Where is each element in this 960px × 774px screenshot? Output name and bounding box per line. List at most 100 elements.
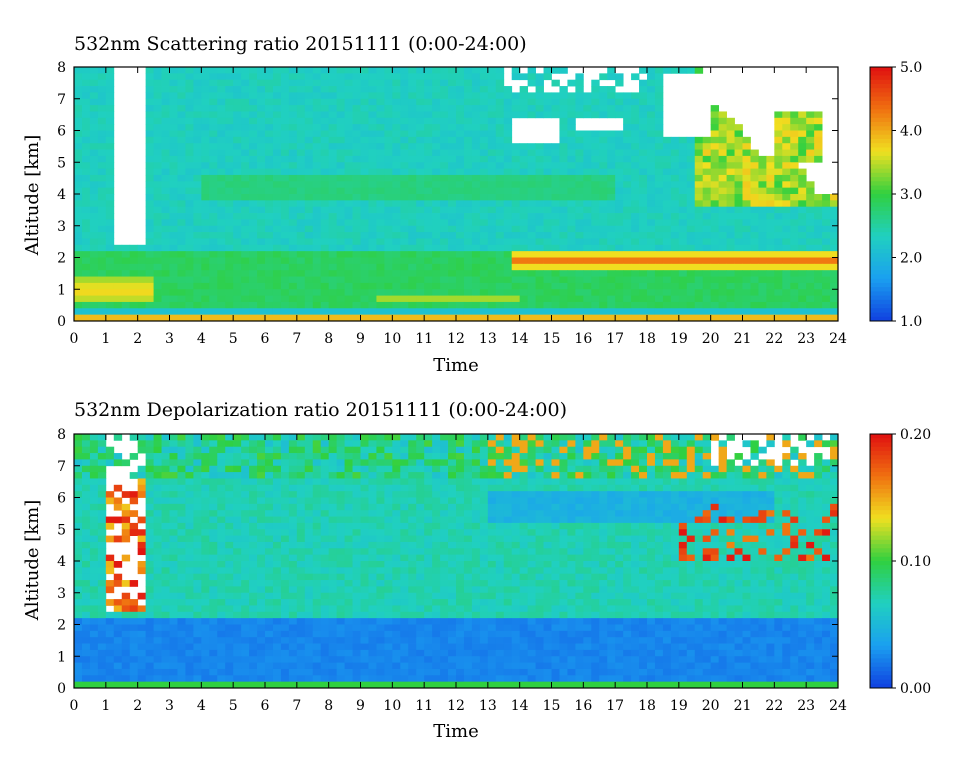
heatmap-cell [177, 447, 185, 454]
heatmap-cell [241, 270, 249, 277]
heatmap-cell [488, 296, 496, 303]
heatmap-cell [575, 219, 583, 226]
heatmap-cell [758, 315, 766, 322]
heatmap-cell [583, 213, 591, 220]
heatmap-cell [663, 162, 671, 169]
heatmap-cell [313, 251, 321, 258]
heatmap-cell [185, 440, 193, 447]
heatmap-cell [774, 143, 782, 150]
heatmap-cell [98, 453, 106, 460]
heatmap-cell [297, 472, 305, 479]
heatmap-cell [74, 232, 82, 239]
heatmap-cell [154, 213, 162, 220]
heatmap-cell [583, 504, 591, 511]
heatmap-cell [321, 289, 329, 296]
heatmap-cell [416, 111, 424, 118]
x-tick-label: 20 [702, 331, 720, 347]
heatmap-cell [520, 491, 528, 498]
heatmap-cell [114, 258, 122, 265]
heatmap-cell [552, 200, 560, 207]
heatmap-cell [416, 459, 424, 466]
heatmap-cell [695, 207, 703, 214]
heatmap-cell [138, 283, 146, 290]
heatmap-cell [424, 517, 432, 524]
heatmap-cell [353, 283, 361, 290]
heatmap-cell [74, 105, 82, 112]
heatmap-cell [735, 169, 743, 176]
heatmap-cell [98, 238, 106, 245]
heatmap-cell [162, 67, 170, 74]
heatmap-cell [599, 523, 607, 530]
heatmap-cell [472, 440, 480, 447]
heatmap-cell [241, 219, 249, 226]
heatmap-cell [106, 251, 114, 258]
heatmap-cell [607, 270, 615, 277]
heatmap-cell [790, 453, 798, 460]
heatmap-cell [735, 485, 743, 492]
heatmap-cell [559, 175, 567, 182]
heatmap-cell [353, 118, 361, 125]
heatmap-cell [583, 105, 591, 112]
heatmap-cell [368, 213, 376, 220]
heatmap-cell [337, 92, 345, 99]
heatmap-cell [504, 270, 512, 277]
heatmap-cell [122, 289, 130, 296]
heatmap-cell [432, 459, 440, 466]
heatmap-cell [536, 523, 544, 530]
heatmap-cell [774, 124, 782, 131]
heatmap-cell [735, 143, 743, 150]
heatmap-cell [98, 181, 106, 188]
heatmap-cell [329, 131, 337, 138]
heatmap-cell [591, 137, 599, 144]
heatmap-cell [735, 194, 743, 201]
heatmap-cell [790, 447, 798, 454]
heatmap-cell [82, 472, 90, 479]
heatmap-cell [289, 517, 297, 524]
heatmap-cell [472, 80, 480, 87]
heatmap-cell [456, 226, 464, 233]
heatmap-cell [774, 264, 782, 271]
heatmap-cell [504, 92, 512, 99]
heatmap-cell [130, 491, 138, 498]
heatmap-cell [217, 143, 225, 150]
heatmap-cell [567, 485, 575, 492]
heatmap-cell [695, 315, 703, 322]
heatmap-cell [201, 517, 209, 524]
heatmap-cell [464, 118, 472, 125]
heatmap-cell [520, 315, 528, 322]
heatmap-cell [170, 523, 178, 530]
heatmap-cell [281, 472, 289, 479]
heatmap-cell [790, 308, 798, 315]
x-tick-label: 19 [670, 331, 688, 347]
heatmap-cell [74, 150, 82, 157]
heatmap-cell [170, 232, 178, 239]
heatmap-cell [695, 478, 703, 485]
heatmap-cell [353, 99, 361, 106]
heatmap-cell [233, 245, 241, 252]
heatmap-cell [607, 472, 615, 479]
heatmap-cell [257, 86, 265, 93]
heatmap-cell [790, 510, 798, 517]
heatmap-cell [361, 510, 369, 517]
heatmap-cell [735, 277, 743, 284]
colorbar-segment [870, 190, 892, 195]
heatmap-cell [392, 111, 400, 118]
heatmap-cell [536, 302, 544, 309]
heatmap-cell [472, 434, 480, 441]
heatmap-cell [822, 478, 830, 485]
heatmap-cell [257, 472, 265, 479]
heatmap-cell [154, 92, 162, 99]
heatmap-cell [376, 264, 384, 271]
heatmap-cell [233, 478, 241, 485]
heatmap-cell [82, 137, 90, 144]
heatmap-cell [74, 207, 82, 214]
heatmap-cell [170, 283, 178, 290]
heatmap-cell [735, 517, 743, 524]
heatmap-cell [185, 86, 193, 93]
heatmap-cell [607, 491, 615, 498]
heatmap-cell [615, 466, 623, 473]
heatmap-cell [504, 213, 512, 220]
heatmap-cell [743, 245, 751, 252]
heatmap-cell [400, 67, 408, 74]
heatmap-cell [98, 162, 106, 169]
